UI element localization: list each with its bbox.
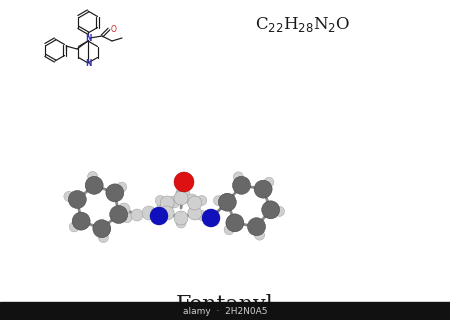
Circle shape: [274, 206, 284, 216]
Circle shape: [142, 206, 156, 220]
Circle shape: [110, 205, 128, 224]
Circle shape: [233, 176, 251, 194]
Circle shape: [174, 172, 194, 192]
Circle shape: [224, 225, 234, 235]
Circle shape: [155, 196, 165, 205]
Bar: [0, 302, 450, 320]
Circle shape: [93, 220, 111, 238]
Circle shape: [197, 196, 207, 205]
Text: alamy  ·  2H2N0A5: alamy · 2H2N0A5: [183, 307, 267, 316]
Circle shape: [64, 191, 74, 201]
Circle shape: [226, 214, 244, 232]
Circle shape: [255, 230, 265, 240]
Circle shape: [160, 196, 174, 210]
Circle shape: [197, 211, 207, 220]
Circle shape: [88, 172, 98, 181]
Circle shape: [68, 190, 86, 208]
Circle shape: [72, 212, 90, 230]
Circle shape: [157, 201, 167, 211]
Circle shape: [131, 209, 143, 221]
Circle shape: [202, 209, 220, 227]
Text: N: N: [85, 59, 91, 68]
Circle shape: [160, 206, 174, 220]
Circle shape: [186, 194, 198, 206]
Circle shape: [176, 188, 186, 198]
Circle shape: [69, 222, 79, 232]
Text: O: O: [111, 25, 117, 34]
Circle shape: [150, 207, 168, 225]
Text: Fentanyl: Fentanyl: [176, 294, 274, 316]
Circle shape: [264, 177, 274, 187]
Text: N: N: [85, 34, 91, 43]
Circle shape: [117, 182, 127, 192]
Circle shape: [188, 206, 202, 220]
Circle shape: [99, 233, 108, 243]
Circle shape: [218, 193, 236, 211]
Circle shape: [176, 187, 190, 201]
Circle shape: [85, 176, 103, 194]
Text: C$_{22}$H$_{28}$N$_{2}$O: C$_{22}$H$_{28}$N$_{2}$O: [255, 15, 351, 34]
Circle shape: [155, 211, 165, 220]
Circle shape: [118, 203, 130, 215]
Circle shape: [213, 196, 224, 206]
Circle shape: [122, 212, 132, 223]
Circle shape: [174, 191, 188, 205]
Circle shape: [168, 196, 180, 208]
Circle shape: [234, 172, 243, 182]
Circle shape: [254, 180, 272, 198]
Circle shape: [261, 201, 279, 219]
Circle shape: [176, 218, 186, 228]
Circle shape: [106, 184, 124, 202]
Circle shape: [248, 218, 266, 236]
Circle shape: [188, 196, 202, 210]
Circle shape: [174, 211, 188, 225]
